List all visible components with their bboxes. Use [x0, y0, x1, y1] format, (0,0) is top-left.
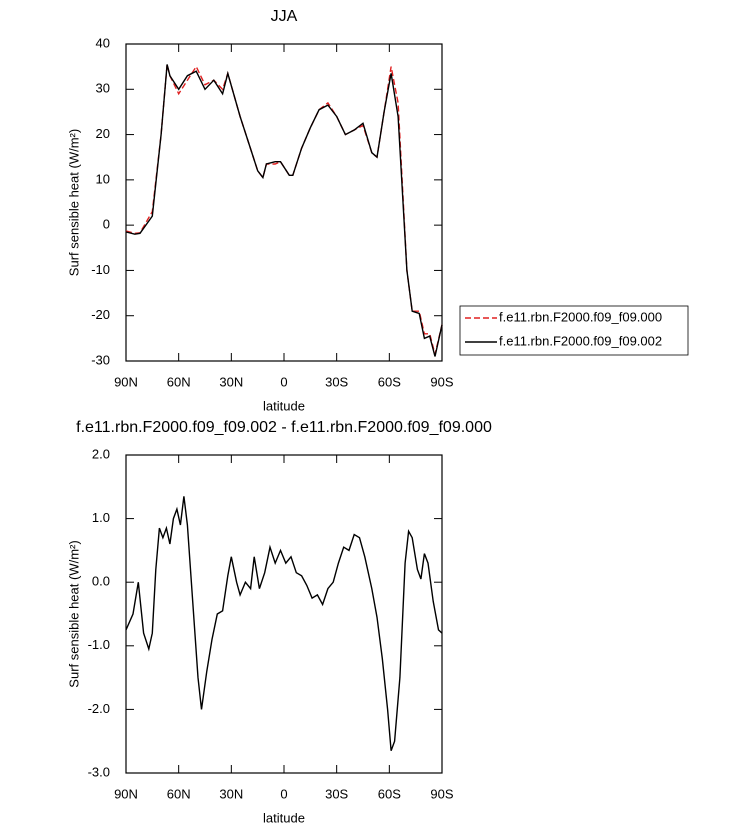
y-tick-label: -30 — [91, 352, 110, 367]
x-tick-label: 60S — [378, 786, 401, 801]
legend-label: f.e11.rbn.F2000.f09_f09.002 — [499, 333, 662, 348]
y-tick-label: -20 — [91, 307, 110, 322]
y-tick-label: -10 — [91, 262, 110, 277]
plot-frame — [125, 454, 443, 774]
x-tick-label: 90N — [114, 374, 138, 389]
x-tick-label: 60S — [378, 374, 401, 389]
x-axis-label: latitude — [263, 810, 305, 825]
y-tick-label: 30 — [96, 81, 110, 96]
x-tick-label: 90S — [430, 786, 453, 801]
x-tick-label: 0 — [280, 786, 287, 801]
x-tick-label: 30N — [219, 374, 243, 389]
y-tick-label: 10 — [96, 171, 110, 186]
x-tick-label: 60N — [167, 374, 191, 389]
x-tick-label: 90S — [430, 374, 453, 389]
y-axis-label: Surf sensible heat (W/m²) — [66, 540, 81, 687]
x-tick-label: 60N — [167, 786, 191, 801]
y-axis-label: Surf sensible heat (W/m²) — [66, 129, 81, 276]
data-line — [125, 64, 443, 355]
y-tick-label: 20 — [96, 126, 110, 141]
legend-label: f.e11.rbn.F2000.f09_f09.000 — [499, 309, 662, 324]
x-tick-label: 30S — [325, 374, 348, 389]
y-tick-label: -3.0 — [88, 764, 110, 779]
x-tick-label: 90N — [114, 786, 138, 801]
y-tick-label: 2.0 — [92, 446, 110, 461]
x-tick-label: 30N — [219, 786, 243, 801]
y-tick-label: 1.0 — [92, 510, 110, 525]
y-tick-label: -1.0 — [88, 637, 110, 652]
x-tick-label: 0 — [280, 374, 287, 389]
chart-title: JJA — [271, 8, 298, 25]
y-tick-label: -2.0 — [88, 701, 110, 716]
y-tick-label: 0.0 — [92, 574, 110, 589]
y-tick-label: 40 — [96, 35, 110, 50]
x-axis-label: latitude — [263, 398, 305, 413]
chart-title: f.e11.rbn.F2000.f09_f09.002 - f.e11.rbn.… — [76, 419, 492, 436]
y-tick-label: 0 — [103, 217, 110, 232]
legend-box — [459, 305, 689, 356]
data-line — [125, 496, 443, 751]
x-tick-label: 30S — [325, 786, 348, 801]
data-line — [125, 64, 443, 357]
